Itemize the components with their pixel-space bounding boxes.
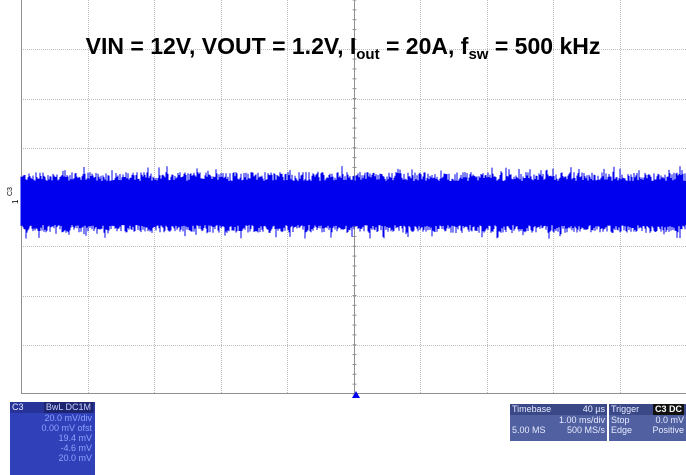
title-load-fsw: = 20A, f [379, 33, 469, 59]
measure-value: 20.0 mV [58, 453, 92, 463]
channel-label: C3 [12, 402, 24, 412]
oscilloscope-display: C3 1 [7, 0, 686, 398]
title-frequency: = 500 kHz [488, 33, 601, 59]
timebase-label: Timebase [512, 404, 552, 414]
trigger-slope: Positive [652, 425, 684, 435]
channel-coupling-badge: BwL DC1M [43, 402, 93, 413]
timebase-delay: 40 µs [582, 404, 605, 414]
channel-offset: 0.00 mV ofst [41, 423, 92, 433]
title-fsw-subscript: sw [468, 46, 489, 63]
trigger-row: Stop 0.0 mV [609, 415, 686, 425]
timebase-info-box[interactable]: Timebase 40 µs 1.00 ms/div 5.00 MS 500 M… [510, 404, 607, 441]
channel-measure-row: 20.0 mV [10, 453, 95, 463]
timebase-samples: 5.00 MS [512, 425, 546, 435]
channel-c3-info-box[interactable]: C3 BwL DC1M 20.0 mV/div 0.00 mV ofst 19.… [10, 402, 95, 475]
channel-marker: C3 1 [7, 187, 20, 204]
channel-scale: 20.0 mV/div [44, 413, 92, 423]
trigger-level: 0.0 mV [655, 415, 684, 425]
trigger-row: Edge Positive [609, 425, 686, 435]
measure-value: -4.6 mV [60, 443, 92, 453]
trigger-info-box[interactable]: Trigger C3 DC Stop 0.0 mV Edge Positive [609, 404, 686, 441]
waveform-trace-c3 [20, 166, 686, 239]
waveform-noise-spikes [20, 166, 686, 239]
trigger-position-marker[interactable] [352, 391, 360, 398]
timebase-sample-rate: 500 MS/s [566, 425, 605, 435]
trigger-type: Edge [611, 425, 633, 435]
timebase-row: 1.00 ms/div [510, 415, 607, 425]
channel-marker-level: 1 [11, 199, 20, 204]
title-vin-vout-iout: VIN = 12V, VOUT = 1.2V, I [85, 33, 357, 59]
channel-marker-name: C3 [7, 187, 14, 196]
trigger-mode: Stop [611, 415, 630, 425]
trigger-label: Trigger [611, 404, 640, 414]
timebase-row: 5.00 MS 500 MS/s [510, 425, 607, 435]
timebase-header: Timebase 40 µs [510, 404, 607, 415]
channel-measure-row: 19.4 mV [10, 433, 95, 443]
trigger-source-badge: C3 DC [652, 404, 684, 415]
timebase-per-div: 1.00 ms/div [558, 415, 605, 425]
channel-measure-row: -4.6 mV [10, 443, 95, 453]
waveform-title: VIN = 12V, VOUT = 1.2V, Iout = 20A, fsw … [0, 28, 686, 64]
measure-value: 19.4 mV [58, 433, 92, 443]
title-iout-subscript: out [356, 46, 380, 63]
